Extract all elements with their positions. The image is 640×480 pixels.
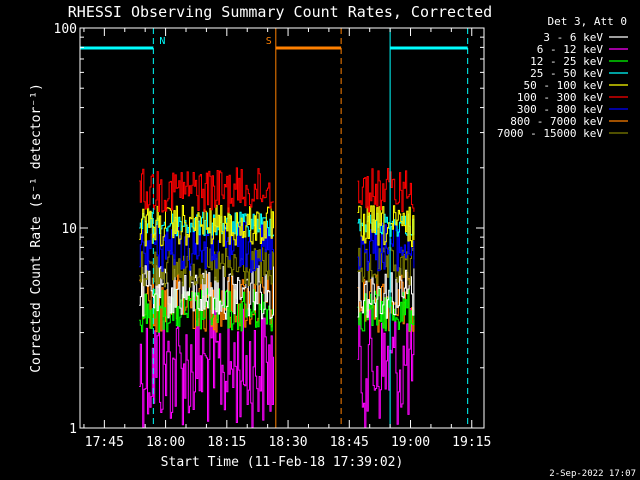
y-axis-label: Corrected Count Rate (s⁻¹ detector⁻¹) [29,83,44,373]
y-tick-label-1: 1 [69,422,77,437]
series-2-segment-1 [139,307,274,428]
y-tick-label-3: 100 [54,22,77,37]
series-2-segment-2 [357,307,415,429]
saa-marker-label-3: S [266,36,272,47]
x-tick-label-6: 19:00 [391,435,430,450]
legend-item-label-8: 800 - 7000 keV [510,115,603,128]
footer-date: 2-Sep-2022 17:07 [549,469,636,479]
series-7-segment-1 [139,220,274,273]
chart-title: RHESSI Observing Summary Count Rates, Co… [68,3,492,21]
series-6-segment-2 [357,168,415,213]
x-tick-label-5: 18:45 [330,435,369,450]
series-7-segment-2 [357,221,415,272]
legend-item-label-5: 50 - 100 keV [524,79,604,92]
x-tick-label-1: 17:45 [85,435,124,450]
legend-item-label-2: 6 - 12 keV [537,43,604,56]
x-tick-label-2: 18:00 [146,435,185,450]
legend-item-label-3: 12 - 25 keV [530,55,603,68]
legend-item-label-6: 100 - 300 keV [517,91,603,104]
series-5-segment-2 [357,205,415,248]
legend-item-label-9: 7000 - 15000 keV [497,127,603,140]
x-tick-label-3: 18:15 [207,435,246,450]
y-tick-label-2: 10 [61,222,77,237]
series-5-segment-1 [139,204,274,247]
legend-title: Det 3, Att 0 [548,15,627,28]
legend-item-label-1: 3 - 6 keV [543,31,603,44]
legend-item-label-7: 300 - 800 keV [517,103,603,116]
series-8-segment-1 [139,273,274,333]
legend-item-label-4: 25 - 50 keV [530,67,603,80]
series-1-segment-2 [357,268,415,319]
x-tick-label-4: 18:30 [268,435,307,450]
tick-layer: 17:45 18:00 18:15 18:30 18:45 19:00 19:15 1 10 10… [54,22,492,450]
x-axis-label: Start Time (11-Feb-18 17:39:02) [161,455,404,470]
plot-layer [139,167,415,429]
night-marker-label-1: N [159,36,165,47]
x-tick-label-7: 19:15 [452,435,491,450]
series-6-segment-1 [139,167,274,213]
